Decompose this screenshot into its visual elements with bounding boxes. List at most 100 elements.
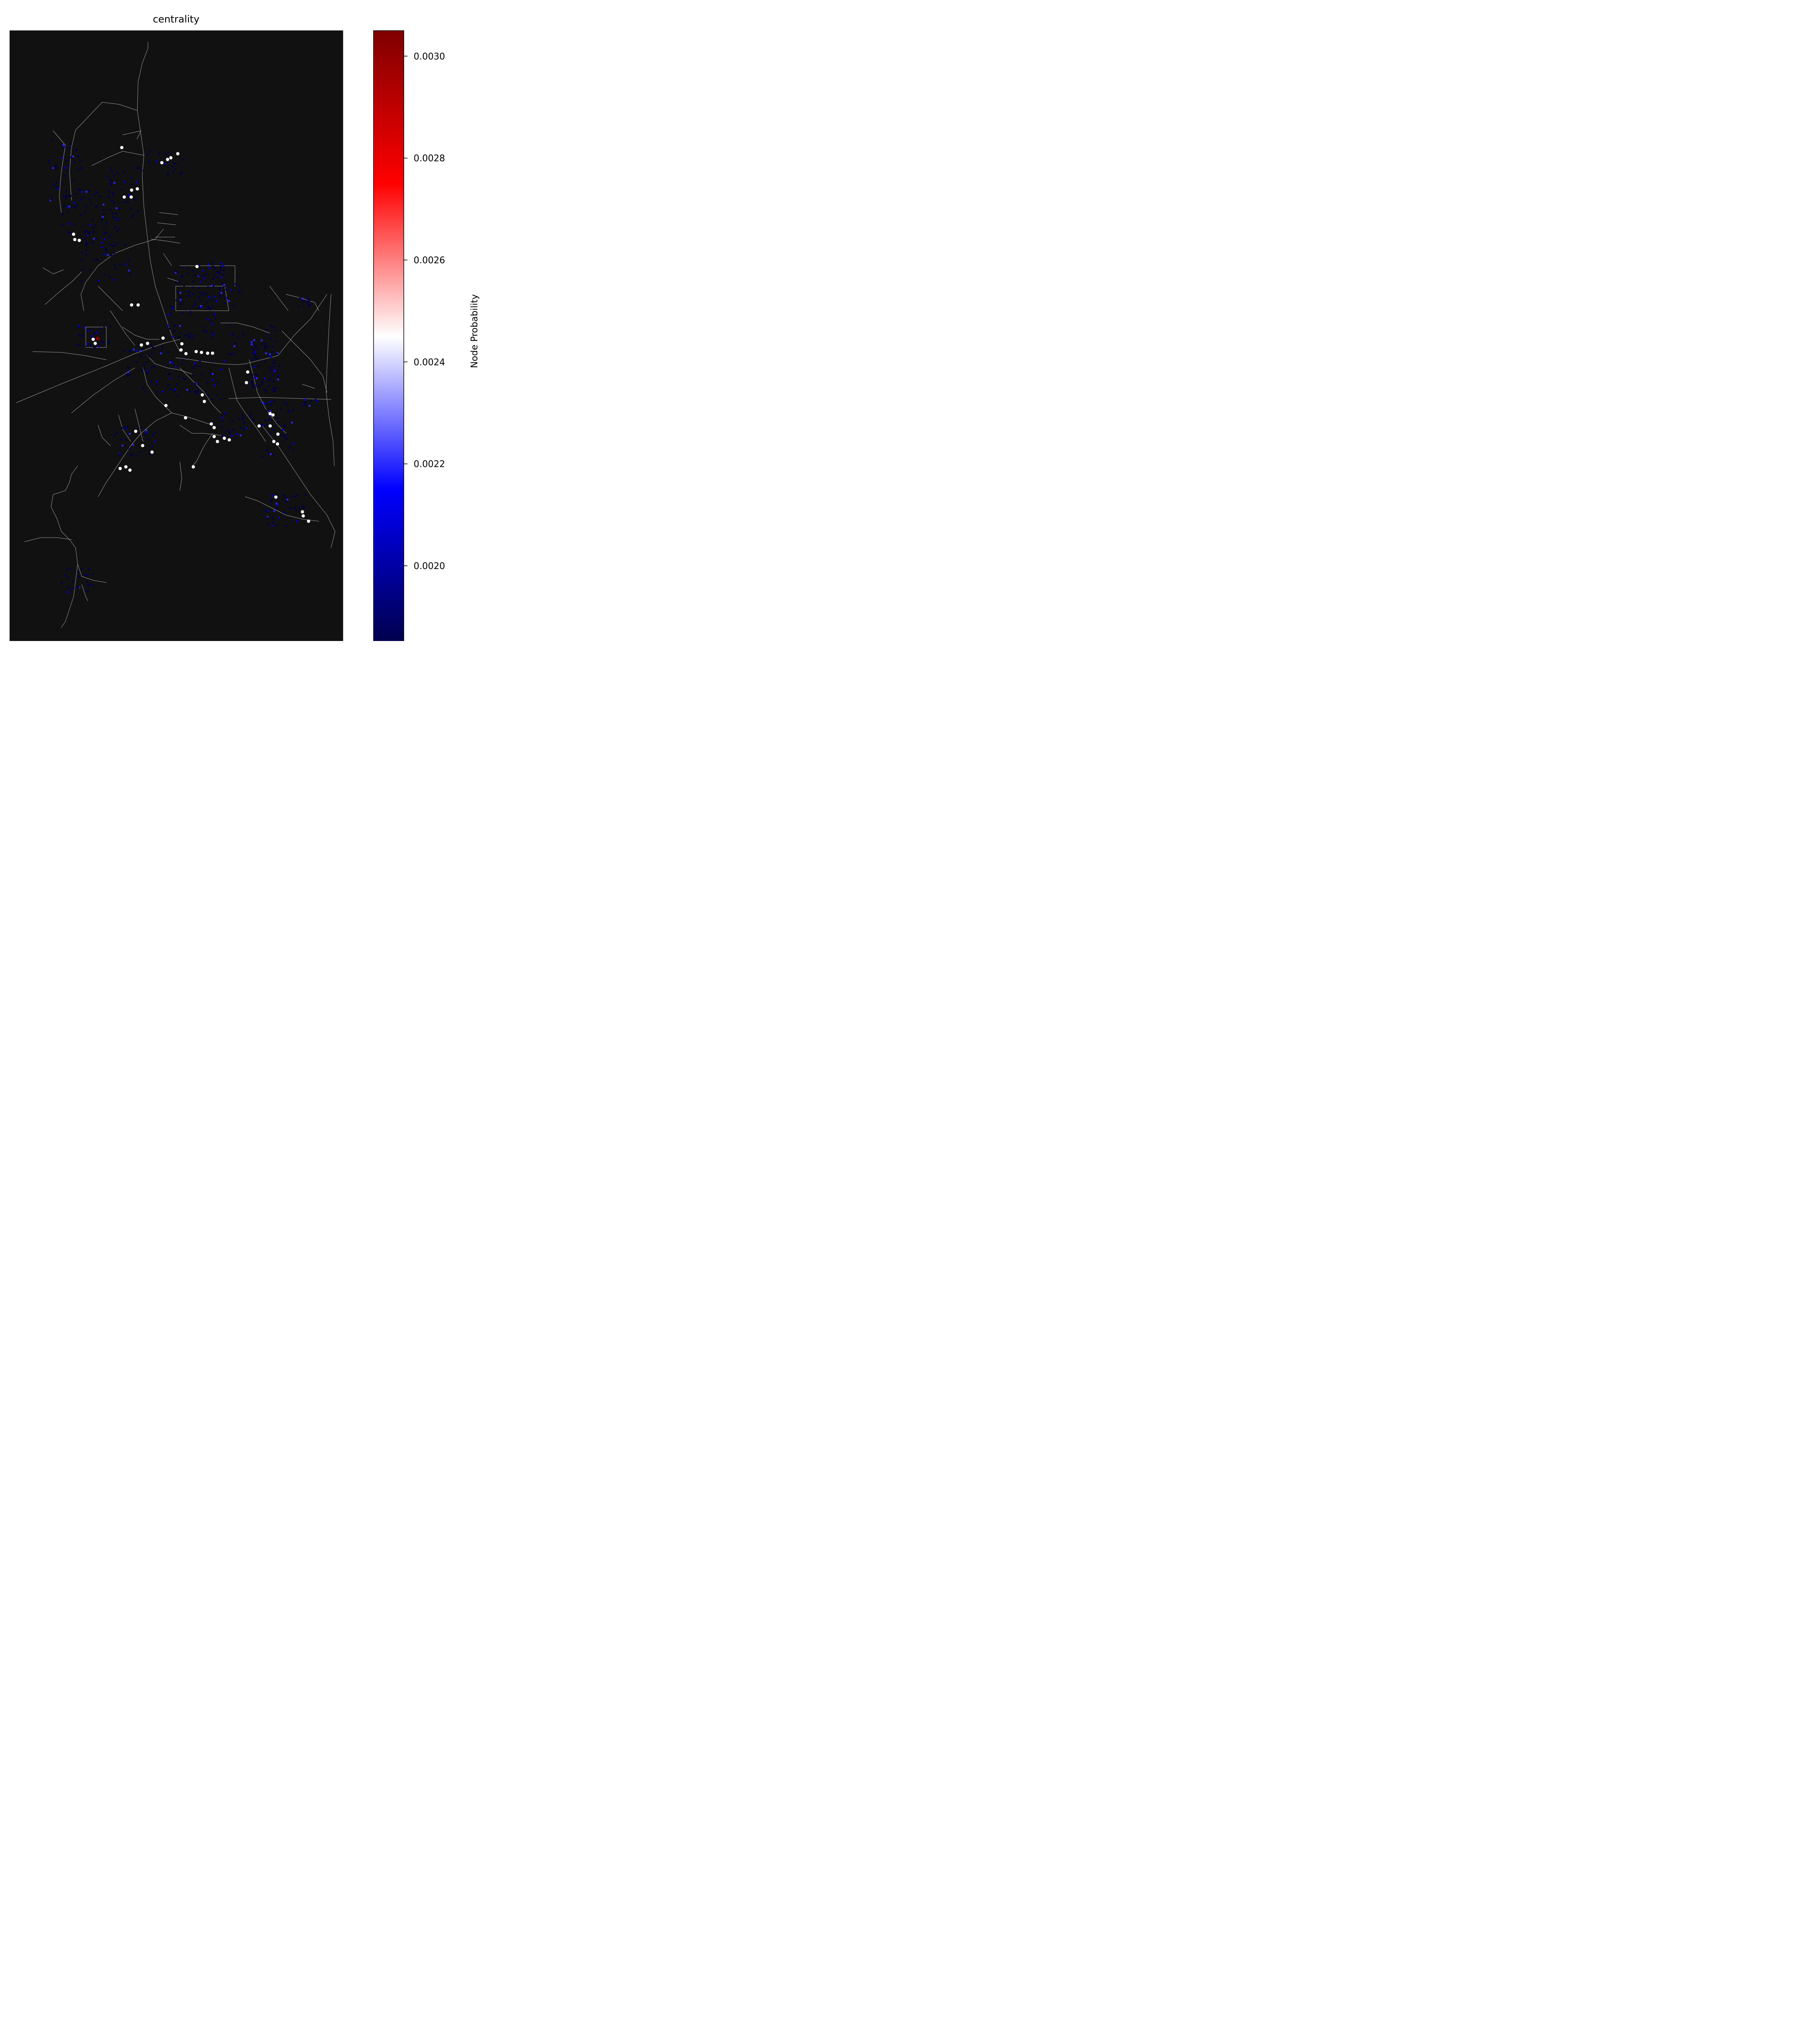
network-node <box>306 302 309 304</box>
network-node <box>124 243 127 246</box>
network-node <box>86 343 88 345</box>
network-node <box>66 210 69 213</box>
network-node <box>78 344 81 347</box>
network-node <box>110 180 113 182</box>
network-node <box>142 348 144 351</box>
network-node <box>302 505 304 508</box>
network-node <box>285 512 287 515</box>
network-node <box>130 207 132 210</box>
network-node <box>209 298 212 301</box>
network-node <box>179 299 182 301</box>
network-node <box>198 287 200 289</box>
network-node <box>303 507 305 509</box>
network-node <box>264 347 266 350</box>
network-node <box>66 569 69 571</box>
network-node <box>251 343 253 346</box>
network-node <box>200 373 203 376</box>
network-node <box>89 224 91 226</box>
network-node <box>192 374 195 377</box>
map-frame <box>9 30 343 641</box>
network-node <box>129 350 132 352</box>
network-node <box>194 301 197 303</box>
network-node <box>199 274 201 277</box>
network-node <box>235 283 237 285</box>
network-node <box>202 275 205 277</box>
network-node <box>79 188 81 191</box>
network-node <box>176 271 178 273</box>
network-node <box>150 344 152 346</box>
network-node <box>136 181 139 184</box>
road <box>24 537 72 542</box>
network-node <box>290 495 293 498</box>
network-node <box>189 295 191 297</box>
network-node <box>192 270 194 272</box>
network-node <box>49 159 51 161</box>
road <box>16 339 180 403</box>
network-node <box>203 329 205 332</box>
network-node <box>109 182 112 185</box>
network-node <box>103 225 105 228</box>
network-node <box>179 291 181 294</box>
network-node <box>231 332 233 334</box>
road <box>151 239 180 244</box>
network-node <box>50 195 53 198</box>
network-node <box>189 390 192 393</box>
network-node <box>180 342 184 345</box>
network-node <box>264 419 266 422</box>
network-node <box>142 169 145 172</box>
network-node <box>173 388 176 391</box>
network-node <box>265 449 268 451</box>
network-node <box>171 166 174 168</box>
road <box>220 323 270 334</box>
network-node <box>254 386 256 388</box>
network-node <box>200 351 203 354</box>
road <box>118 415 131 442</box>
network-node <box>267 509 269 512</box>
network-node <box>265 510 267 512</box>
network-node <box>302 298 304 300</box>
network-node <box>208 296 210 298</box>
network-node <box>112 194 115 197</box>
network-node <box>123 350 125 352</box>
network-node <box>268 385 270 388</box>
network-node <box>216 271 218 274</box>
network-node <box>140 343 143 347</box>
network-node <box>190 332 192 335</box>
network-node <box>235 342 237 345</box>
road <box>53 130 66 213</box>
network-node <box>132 213 135 215</box>
road <box>245 496 319 522</box>
network-node <box>272 454 275 457</box>
road <box>155 212 178 238</box>
network-node <box>73 206 75 208</box>
network-node <box>69 588 72 591</box>
road <box>143 368 213 426</box>
network-node <box>69 143 72 145</box>
network-node <box>67 586 69 589</box>
network-node <box>56 167 58 169</box>
network-node <box>83 238 86 241</box>
network-node <box>210 422 213 426</box>
network-node <box>189 336 191 338</box>
network-node <box>172 306 174 308</box>
network-node <box>150 450 154 454</box>
network-node <box>255 374 258 377</box>
network-node <box>271 413 275 417</box>
network-node <box>66 159 68 162</box>
network-node <box>113 202 115 204</box>
network-node <box>208 263 210 266</box>
network-node <box>175 366 177 368</box>
network-node <box>110 243 112 246</box>
network-node <box>301 510 304 513</box>
network-node <box>53 184 55 186</box>
network-node <box>124 465 128 468</box>
network-node <box>94 346 96 348</box>
network-node <box>272 521 274 524</box>
network-node <box>225 297 228 299</box>
network-node <box>128 269 130 272</box>
network-node <box>64 166 67 169</box>
network-node <box>243 422 246 424</box>
network-node <box>271 374 274 377</box>
network-node <box>127 373 130 376</box>
network-node <box>302 300 305 303</box>
